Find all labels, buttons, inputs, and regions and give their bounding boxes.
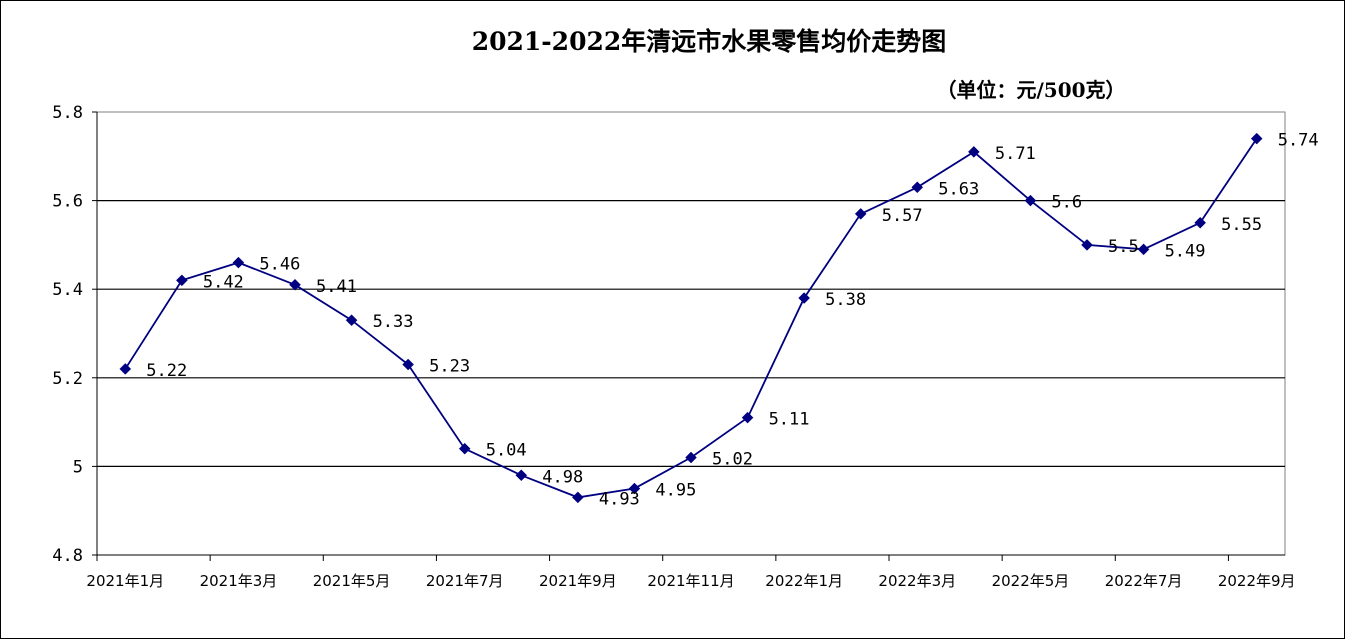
y-axis: 4.8 5 5.2 5.4 5.6 5.8 [52, 103, 98, 566]
x-tick-label: 2021年11月 [647, 572, 734, 590]
data-label: 5.04 [486, 441, 527, 461]
data-label: 4.93 [599, 489, 640, 509]
data-point-marker [572, 491, 584, 504]
data-point-marker [458, 442, 471, 455]
x-tick-label: 2021年9月 [539, 572, 617, 590]
chart-title: 2021-2022年清远市水果零售均价走势图 [472, 27, 947, 56]
data-label: 5.57 [882, 206, 923, 226]
data-label: 5.5 [1108, 237, 1139, 257]
data-label: 5.6 [1051, 193, 1082, 213]
data-point-marker [289, 278, 301, 291]
data-point-marker [402, 358, 414, 371]
y-tick-label: 5 [73, 457, 83, 477]
data-label: 5.71 [995, 144, 1036, 164]
data-label: 5.55 [1221, 215, 1262, 235]
data-label: 5.02 [712, 450, 753, 470]
x-tick-label: 2022年3月 [878, 572, 956, 590]
x-axis: 2021年1月 2021年3月 2021年5月 2021年7月 2021年9月 2021年… [86, 554, 1296, 590]
data-label: 5.41 [316, 277, 357, 297]
data-point-marker [628, 482, 641, 495]
x-tick-label: 2021年3月 [200, 572, 278, 590]
x-tick-label: 2021年1月 [86, 572, 164, 590]
data-point-marker [1024, 194, 1037, 207]
y-tick-label: 5.6 [52, 192, 83, 212]
data-point-marker [741, 411, 754, 424]
data-point-marker [854, 208, 867, 220]
y-tick-label: 5.2 [52, 369, 83, 389]
data-point-marker [515, 469, 528, 482]
data-label: 5.23 [429, 357, 470, 377]
data-label: 5.49 [1165, 241, 1206, 261]
x-tick-label: 2022年5月 [992, 572, 1070, 590]
x-tick-label: 2022年9月 [1218, 572, 1296, 590]
data-point-marker [968, 146, 980, 158]
data-point-marker [176, 274, 188, 287]
x-tick-label: 2021年7月 [426, 572, 504, 590]
unit-label: （单位：元/500克） [936, 78, 1125, 102]
data-point-marker [1194, 216, 1206, 229]
data-labels: 5.22 5.42 5.46 5.41 5.33 5.23 5.04 4.98 4.93 4.95… [146, 131, 1318, 510]
data-point-marker [1137, 243, 1150, 256]
data-point-marker [1081, 239, 1093, 251]
data-label: 5.33 [373, 312, 414, 332]
data-label: 5.11 [769, 410, 810, 430]
data-point-marker [345, 314, 358, 327]
data-label: 4.95 [655, 481, 696, 501]
data-point-marker [232, 256, 245, 269]
data-label: 5.46 [259, 255, 300, 275]
data-label: 5.74 [1278, 131, 1319, 151]
x-tick-label: 2022年7月 [1105, 572, 1183, 590]
data-label: 5.22 [146, 361, 187, 381]
y-tick-label: 5.4 [52, 280, 83, 300]
data-point-marker [119, 363, 132, 375]
y-tick-label: 4.8 [52, 546, 83, 566]
data-label: 5.63 [938, 179, 979, 199]
data-label: 5.42 [203, 272, 244, 292]
data-label: 5.38 [825, 290, 866, 310]
data-point-marker [798, 292, 810, 304]
y-tick-label: 5.8 [52, 103, 83, 123]
price-series [119, 132, 1263, 504]
data-point-marker [1250, 132, 1263, 145]
x-tick-label: 2022年1月 [765, 572, 843, 590]
data-point-marker [685, 451, 697, 464]
data-point-marker [911, 181, 924, 194]
x-tick-label: 2021年5月 [313, 572, 391, 590]
plot-area [96, 111, 1286, 556]
data-label: 4.98 [542, 467, 583, 487]
